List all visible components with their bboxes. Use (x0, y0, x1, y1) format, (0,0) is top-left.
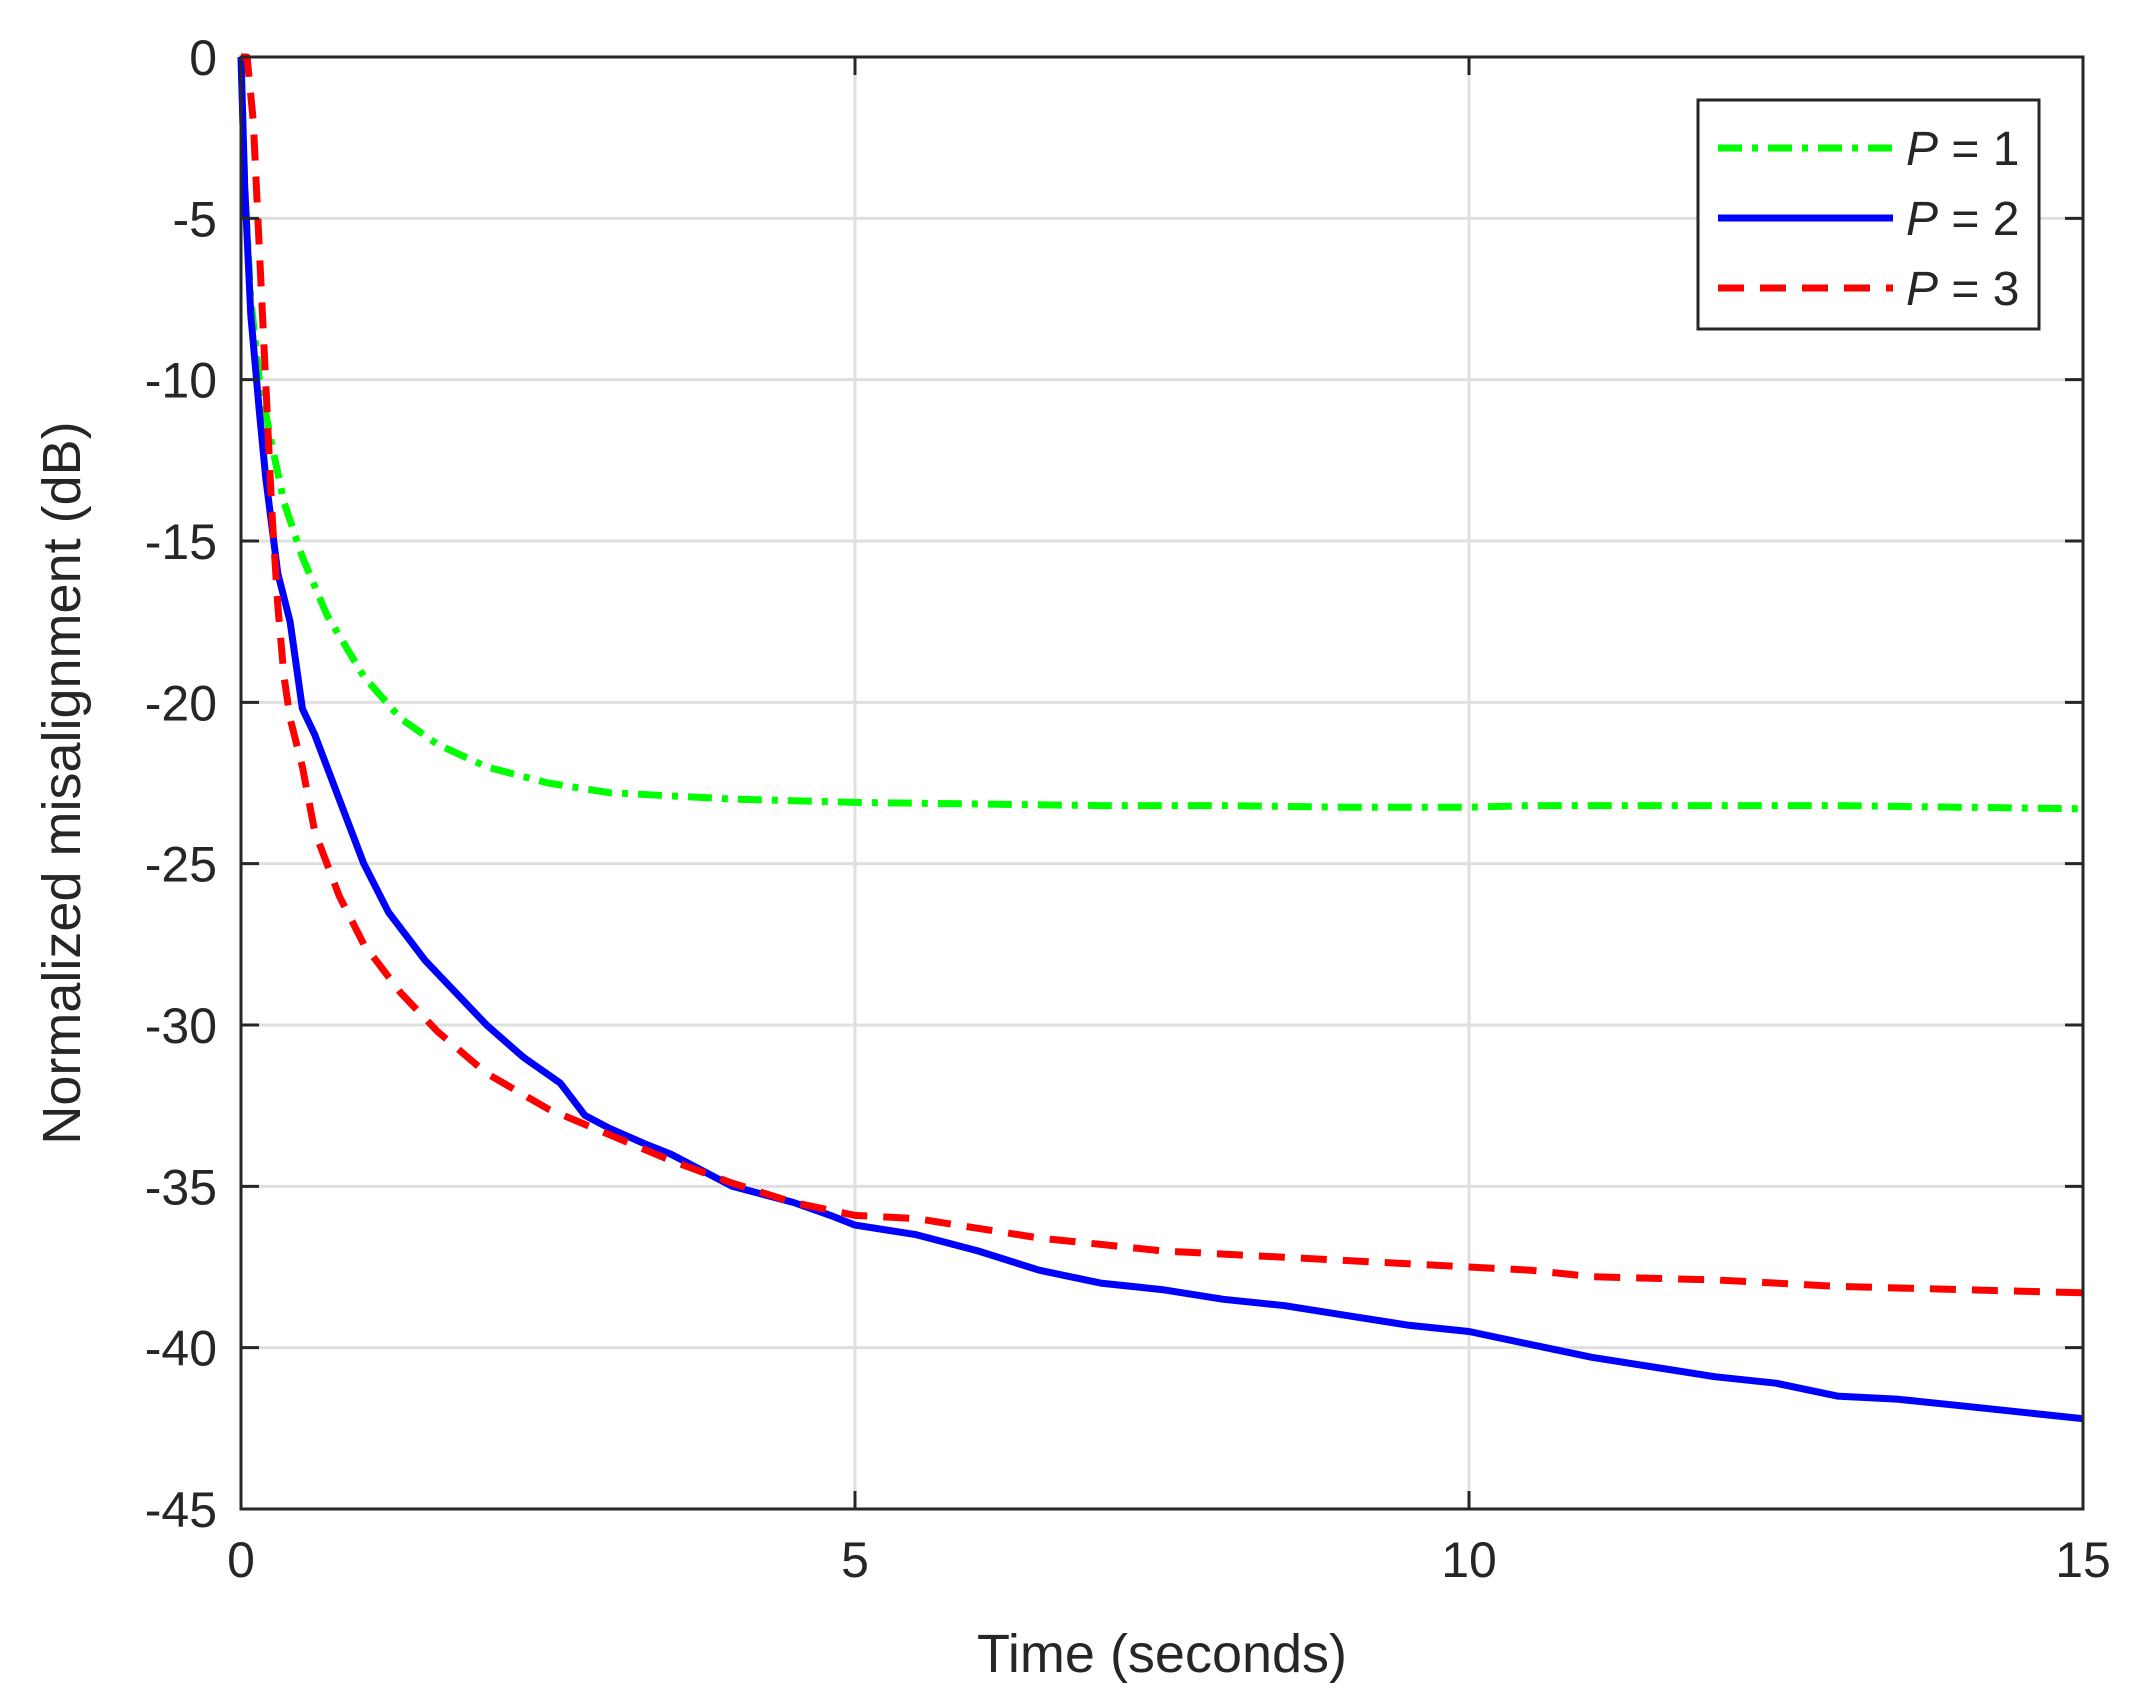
legend-label-value: = 1 (1938, 123, 2019, 176)
x-tick-label: 15 (2055, 1532, 2111, 1588)
x-tick-label: 0 (227, 1532, 255, 1588)
y-tick-label: -20 (145, 675, 217, 731)
series-layer (237, 53, 2084, 1423)
y-axis-label: Normalized misalignment (dB) (32, 421, 92, 1144)
legend-label-3: P = 3 (1906, 263, 2019, 316)
y-tick-label: -40 (145, 1321, 217, 1377)
legend-label-2: P = 2 (1906, 193, 2019, 246)
y-tick-label: 0 (189, 30, 217, 86)
y-tick-label: -25 (145, 837, 217, 893)
x-axis-label: Time (seconds) (977, 1624, 1347, 1684)
y-tick-label: -45 (145, 1482, 217, 1538)
ticks-layer: 0 5 10 15 0 -5 -10 -15 -20 -25 -30 -35 -40 -45 (145, 30, 2111, 1588)
legend-label-variable: P (1906, 193, 1938, 246)
legend-label-value: = 2 (1938, 193, 2019, 246)
legend-label-variable: P (1906, 263, 1938, 316)
series-line-1 (237, 56, 2084, 813)
y-tick-label: -10 (145, 353, 217, 409)
plot-area-frame (239, 55, 2085, 1511)
legend-label-value: = 3 (1938, 263, 2019, 316)
legend-label-1: P = 1 (1906, 123, 2019, 176)
y-tick-label: -30 (145, 998, 217, 1054)
x-tick-label: 5 (841, 1532, 869, 1588)
y-tick-label: -15 (145, 514, 217, 570)
y-tick-label: -35 (145, 1159, 217, 1215)
legend: P = 1P = 2P = 3 (1696, 98, 2041, 331)
legend-label-variable: P (1906, 123, 1938, 176)
series-line-3 (241, 53, 2084, 1297)
x-tick-label: 10 (1441, 1532, 1497, 1588)
y-tick-label: -5 (173, 191, 217, 247)
